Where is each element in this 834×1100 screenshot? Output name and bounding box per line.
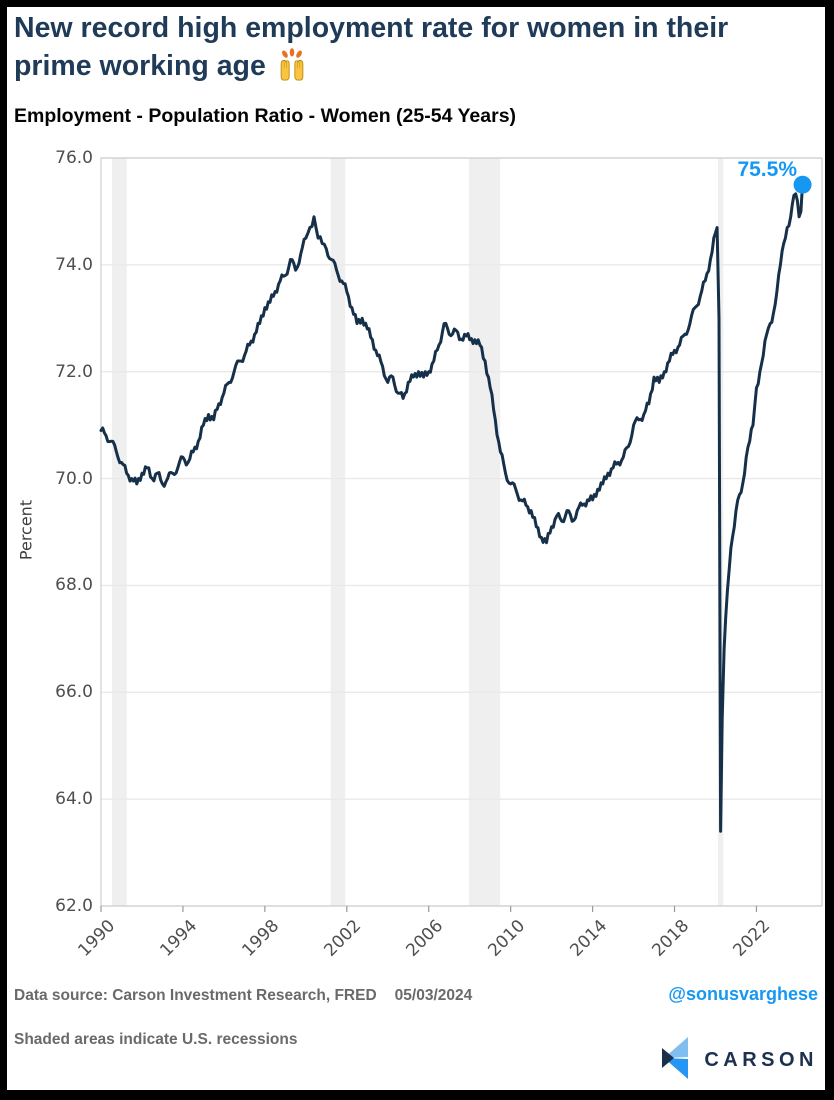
- y-tick-label: 74.0: [55, 254, 93, 275]
- frame-top: [0, 0, 834, 7]
- data-source-note: Data source: Carson Investment Research,…: [14, 987, 472, 1005]
- recession-band: [112, 158, 127, 906]
- date-label: 05/03/2024: [394, 987, 473, 1004]
- end-value-label: 75.5%: [737, 158, 797, 181]
- recession-band: [330, 158, 346, 906]
- plot-border: [100, 157, 823, 907]
- social-handle-link[interactable]: @sonusvarghese: [668, 984, 818, 1004]
- page-title: New record high employment rate for wome…: [14, 9, 809, 92]
- y-tick-label: 68.0: [55, 575, 93, 596]
- y-tick-label: 64.0: [55, 789, 93, 810]
- recession-band: [468, 158, 501, 906]
- frame-left: [0, 0, 7, 1100]
- chart-title: Employment - Population Ratio - Women (2…: [14, 105, 517, 127]
- y-tick-label: 62.0: [55, 896, 93, 916]
- frame-right: [825, 0, 834, 1100]
- latest-value-dot: [793, 175, 812, 194]
- data-source-text: Data source: Carson Investment Research,…: [14, 987, 377, 1004]
- y-tick-label: 70.0: [55, 468, 93, 489]
- carson-logo-text: CARSON: [704, 1049, 818, 1071]
- frame-bottom: [0, 1090, 834, 1100]
- raising-hands-emoji: [275, 48, 309, 92]
- title-line2-text: prime working age: [14, 50, 266, 82]
- carson-logo: CARSON: [662, 1036, 818, 1085]
- y-tick-label: 66.0: [55, 682, 93, 703]
- title-line1: New record high employment rate for wome…: [14, 12, 729, 44]
- y-tick-label: 72.0: [55, 361, 93, 382]
- carson-logo-icon: [662, 1036, 689, 1085]
- employment-rate-line: [99, 183, 804, 833]
- y-tick-label: 76.0: [55, 148, 93, 168]
- recession-note: Shaded areas indicate U.S. recessions: [14, 1031, 298, 1048]
- title-line2: prime working age: [14, 47, 809, 92]
